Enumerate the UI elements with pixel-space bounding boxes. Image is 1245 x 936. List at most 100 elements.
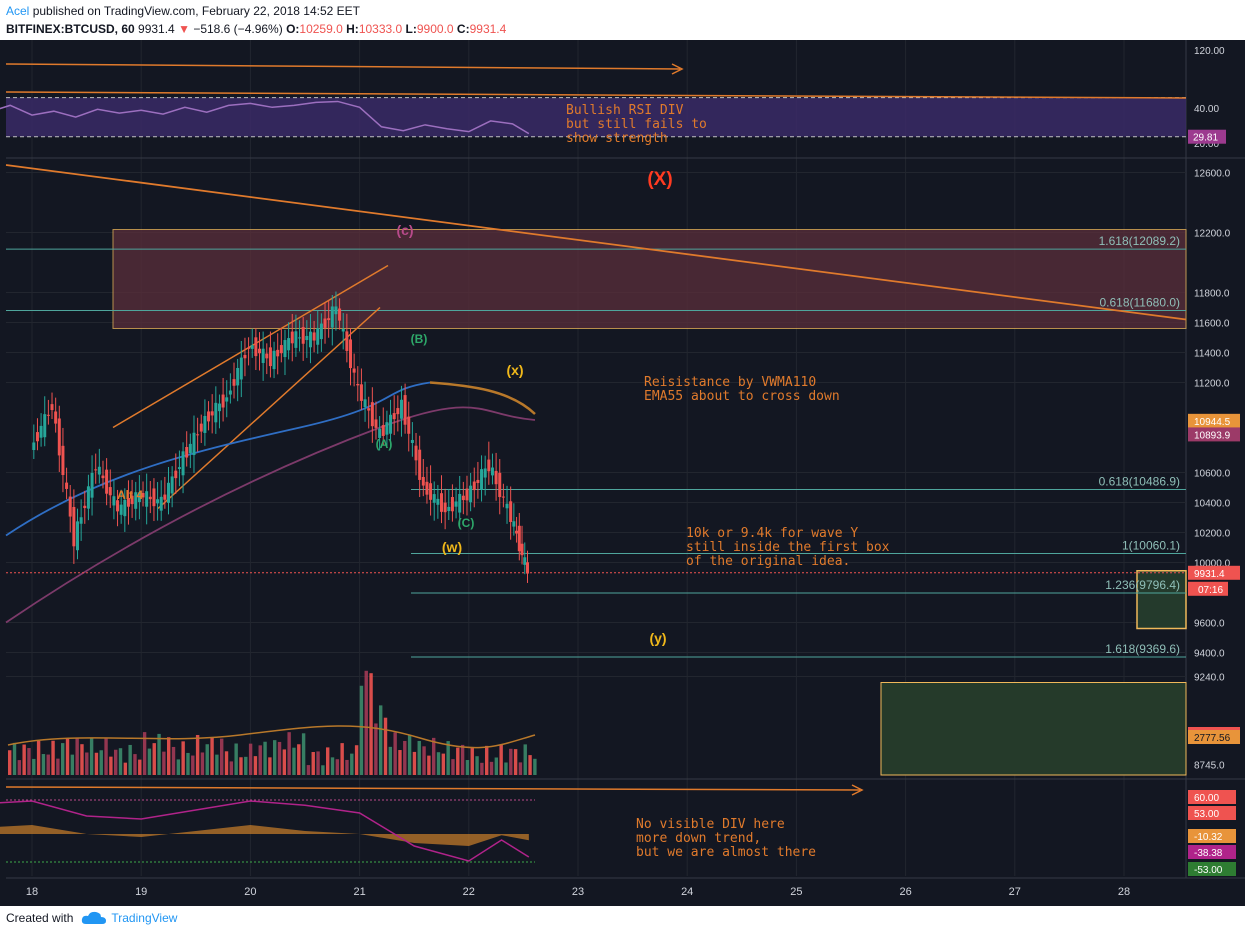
volume-bar xyxy=(316,751,320,775)
tradingview-logo[interactable]: TradingView xyxy=(81,911,177,925)
candle-body xyxy=(483,468,487,478)
price-axis-label: 11200.0 xyxy=(1194,379,1230,390)
volume-bar xyxy=(393,732,397,775)
volume-bar xyxy=(403,740,407,775)
volume-bar xyxy=(412,751,417,775)
volume-bar xyxy=(326,747,330,775)
candle-body xyxy=(374,419,378,428)
candle-body xyxy=(72,507,76,547)
target-annotation-line: still inside the first box xyxy=(686,540,890,555)
volume-bar xyxy=(407,735,412,775)
candle-body xyxy=(261,348,265,363)
rsi-value-label: 29.81 xyxy=(1193,133,1218,144)
candle-body xyxy=(323,318,327,328)
volume-bar xyxy=(234,743,238,775)
vwma-projection xyxy=(429,381,536,415)
candle-body xyxy=(247,347,251,349)
volume-ma-line xyxy=(7,725,536,749)
volume-bar xyxy=(167,737,171,775)
candle-body xyxy=(265,353,269,359)
candle-body xyxy=(152,488,156,507)
volume-bar xyxy=(311,752,315,775)
candle-body xyxy=(359,384,363,401)
candle-body xyxy=(356,383,360,386)
fib-level-label: 0.618(10486.9) xyxy=(1099,474,1180,488)
candle-body xyxy=(108,487,112,496)
volume-bar xyxy=(427,755,431,775)
candle-body xyxy=(308,331,312,348)
volume-bar xyxy=(27,748,31,775)
price-axis-label: 9240.0 xyxy=(1194,673,1225,684)
candle-body xyxy=(57,418,61,456)
candle-body xyxy=(94,469,98,471)
rsi-axis-label: 20.00 xyxy=(1194,139,1219,150)
candle-body xyxy=(159,496,163,511)
candle-body xyxy=(392,413,396,420)
volume-axis-label: 8745.0 xyxy=(1194,760,1225,771)
volume-bar xyxy=(277,741,282,775)
x-tick-label: 26 xyxy=(899,886,911,898)
volume-bar xyxy=(359,685,364,775)
volume-bar xyxy=(330,757,335,775)
volume-bar xyxy=(65,738,70,775)
candle-body xyxy=(447,506,451,511)
downtrend-line xyxy=(5,164,1187,321)
oscillator-tag xyxy=(1188,862,1236,876)
volume-bar xyxy=(388,746,393,775)
high-label: H: xyxy=(346,22,359,36)
candle-body xyxy=(469,485,473,503)
candle-body xyxy=(239,357,243,380)
price-tag xyxy=(1188,565,1240,580)
volume-bar xyxy=(398,750,402,775)
volume-bar xyxy=(248,743,253,775)
volume-bar xyxy=(181,741,185,775)
candle-body xyxy=(498,472,502,498)
x-tick-label: 27 xyxy=(1009,886,1021,898)
candle-body xyxy=(228,390,232,395)
close-label: C: xyxy=(456,22,470,36)
candle-body xyxy=(54,411,58,424)
candle-body xyxy=(512,521,516,527)
volume-bar xyxy=(321,765,325,775)
candle-body xyxy=(272,350,276,370)
volume-bar xyxy=(41,754,46,775)
candle-body xyxy=(210,411,214,416)
candle-body xyxy=(476,479,480,484)
candle-body xyxy=(290,331,294,344)
arrow-head xyxy=(851,784,864,796)
oscillator-annotation-line: No visible DIV here xyxy=(636,817,785,832)
volume-bar xyxy=(171,746,176,775)
volume-bar xyxy=(470,748,474,775)
candle-body xyxy=(381,425,385,436)
candle-body xyxy=(130,495,134,505)
volume-bar xyxy=(460,744,465,775)
candle-body xyxy=(523,557,527,565)
candle-body xyxy=(338,308,342,321)
volume-bar xyxy=(518,762,523,775)
volume-bar xyxy=(157,733,161,775)
candle-body xyxy=(345,331,349,351)
candle-body xyxy=(232,379,236,386)
candle-body xyxy=(181,451,185,476)
candle-body xyxy=(352,368,356,373)
volume-bar xyxy=(297,744,301,775)
published-line: Acel published on TradingView.com, Febru… xyxy=(6,4,360,18)
candle-body xyxy=(501,496,505,498)
volume-bar xyxy=(61,743,65,775)
candle-body xyxy=(65,482,69,489)
author-link[interactable]: Acel xyxy=(6,4,30,18)
candle-body xyxy=(268,347,272,367)
target-annotation-line: 10k or 9.4k for wave Y xyxy=(686,526,858,541)
volume-bar xyxy=(253,756,258,775)
candle-body xyxy=(196,434,200,436)
candle-body xyxy=(199,423,203,432)
volume-bar xyxy=(509,748,513,775)
volume-bar xyxy=(70,754,75,775)
volume-bar xyxy=(229,761,234,775)
rsi-annotation-line: show strength xyxy=(566,131,668,146)
volume-bar xyxy=(345,759,349,775)
volume-bar xyxy=(489,761,494,775)
candle-body xyxy=(298,337,302,339)
volume-bar xyxy=(56,758,60,775)
